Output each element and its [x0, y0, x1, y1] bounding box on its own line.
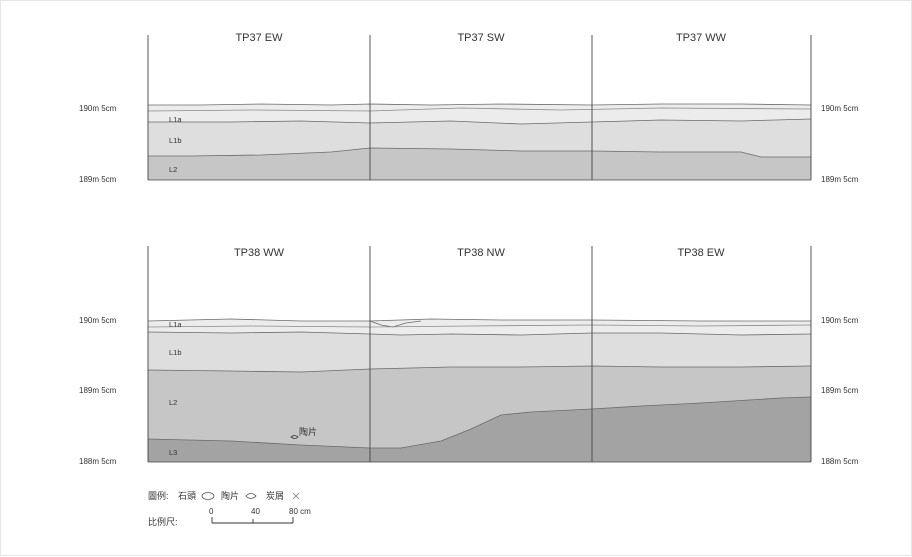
scale-tick-label: 40: [251, 507, 260, 516]
profile-tp38: TP38 WW TP38 NW TP38 EW 190m 5cm 189m 5c…: [79, 246, 859, 466]
sherd-icon: [290, 435, 299, 439]
section-title: TP38 EW: [677, 247, 725, 259]
layer-label: L2: [169, 398, 177, 407]
elevation-label-right: 190m 5cm: [821, 104, 859, 113]
elevation-label-right: 188m 5cm: [821, 457, 859, 466]
elevation-label-left: 190m 5cm: [79, 104, 117, 113]
surface-line: [147, 318, 811, 322]
subsurface-line: [147, 324, 812, 328]
boundary-l1b-l2: [148, 147, 811, 158]
subsurface-line: [147, 107, 812, 112]
elevation-label-left: 190m 5cm: [79, 316, 117, 325]
legend-item-label: 石頭: [178, 491, 196, 501]
layer-label: L1b: [169, 348, 182, 357]
elevation-label-left: 189m 5cm: [79, 175, 117, 184]
layer-l1b-fill: [148, 119, 811, 157]
boundary-l1a-l1b: [147, 331, 812, 336]
legend: 圖例: 石頭 陶片 炭屑: [148, 490, 300, 501]
stone-icon: [201, 492, 215, 500]
boundary-l1b-l2: [147, 365, 812, 373]
legend-item-label: 炭屑: [266, 491, 284, 501]
boundary-l2-l3: [147, 396, 812, 449]
layer-l2-fill: [148, 366, 811, 448]
elevation-label-right: 190m 5cm: [821, 316, 859, 325]
section-title: TP37 SW: [457, 32, 505, 44]
charcoal-icon: [292, 492, 300, 500]
section-title: TP37 WW: [676, 32, 727, 44]
elevation-label-left: 189m 5cm: [79, 386, 117, 395]
layer-l1a-fill: [148, 319, 811, 335]
sherd-annotation: 陶片: [299, 426, 317, 437]
boundary-l1a-l1b: [148, 118, 812, 125]
elevation-label-right: 189m 5cm: [821, 175, 859, 184]
layer-label: L3: [169, 448, 177, 457]
layer-label: L1b: [169, 136, 182, 145]
section-title: TP38 WW: [234, 247, 285, 259]
elevation-label-right: 189m 5cm: [821, 386, 859, 395]
surface-line: [148, 103, 812, 106]
layer-l1a-fill: [148, 104, 811, 124]
profile-tp37: TP37 EW TP37 SW TP37 WW 190m 5cm 189m 5c…: [79, 32, 859, 184]
legend-item-label: 陶片: [221, 490, 239, 501]
scale-bar: 比例尺: 0 40 80 cm: [148, 507, 311, 527]
scale-tick-label: 80 cm: [289, 507, 311, 516]
scale-label: 比例尺:: [148, 516, 178, 527]
layer-l1b-fill: [148, 332, 811, 372]
section-title: TP37 EW: [235, 32, 283, 44]
elevation-label-left: 188m 5cm: [79, 457, 117, 466]
legend-title: 圖例:: [148, 490, 169, 501]
scale-tick-label: 0: [209, 507, 214, 516]
layer-label: L2: [169, 165, 177, 174]
layer-label: L1a: [169, 320, 182, 329]
sherd-icon: [245, 493, 257, 499]
section-title: TP38 NW: [457, 247, 505, 259]
layer-l2-fill: [148, 148, 811, 180]
layer-label: L1a: [169, 115, 182, 124]
